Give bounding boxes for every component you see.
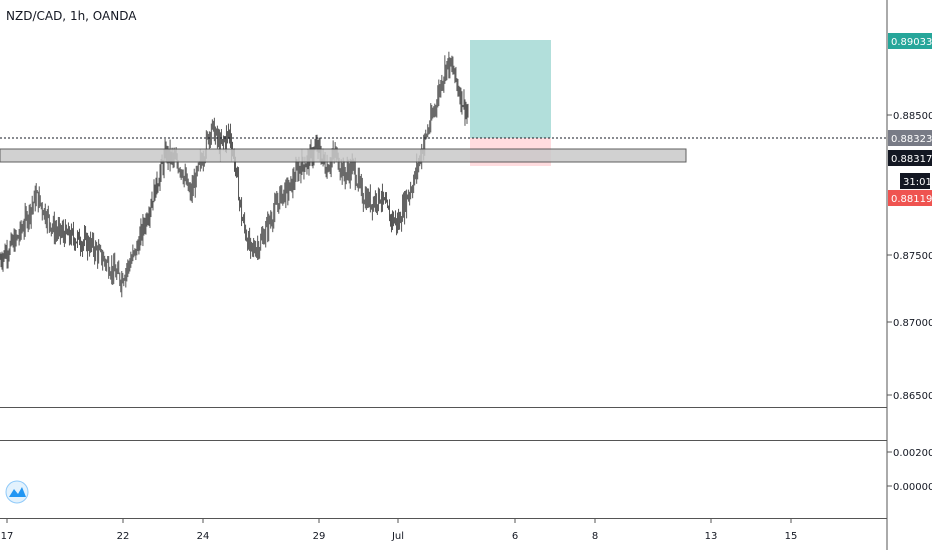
price-tags: 0.89033 0.88323 0.88317 31:01 0.88119 xyxy=(888,33,932,206)
price-tag-target xyxy=(888,33,932,49)
price-tag-label: 0.88323 xyxy=(891,134,932,145)
price-tag-stop xyxy=(888,190,932,206)
time-axis-label: 17 xyxy=(1,531,14,542)
price-axis-label: 0.88500 xyxy=(893,111,932,122)
price-tag-countdown xyxy=(900,173,930,189)
price-axis[interactable]: 0.88500 0.87500 0.87000 0.86500 xyxy=(887,111,932,402)
time-axis-label: 13 xyxy=(705,531,718,542)
candlestick-series xyxy=(0,51,469,298)
time-axis-label: 15 xyxy=(785,531,798,542)
time-axis-label: Jul xyxy=(391,531,404,542)
price-tag-label: 0.88119 xyxy=(891,194,932,205)
indicator-axis-label: 0.00200 xyxy=(893,448,932,459)
time-axis-label: 22 xyxy=(117,531,130,542)
price-tag-label: 0.89033 xyxy=(891,37,932,48)
price-axis-label: 0.87000 xyxy=(893,318,932,329)
price-tag-last xyxy=(888,150,932,166)
time-axis[interactable]: 17 22 24 29 Jul 6 8 13 15 xyxy=(1,518,798,542)
indicator-axis[interactable]: 0.00200 0.00000 xyxy=(887,448,932,493)
price-tag-level xyxy=(888,130,932,146)
price-tag-label: 0.88317 xyxy=(891,154,932,165)
take-profit-zone[interactable] xyxy=(470,40,551,138)
price-axis-label: 0.86500 xyxy=(893,391,932,402)
indicator-axis-label: 0.00000 xyxy=(893,482,932,493)
time-axis-label: 8 xyxy=(592,531,598,542)
time-axis-label: 29 xyxy=(313,531,326,542)
time-axis-label: 24 xyxy=(197,531,210,542)
time-axis-label: 6 xyxy=(512,531,518,542)
support-zone-rectangle[interactable] xyxy=(0,148,687,163)
price-axis-label: 0.87500 xyxy=(893,251,932,262)
chart-title: NZD/CAD, 1h, OANDA xyxy=(6,9,137,23)
tradingview-logo-icon[interactable] xyxy=(5,480,29,504)
price-tag-label: 31:01 xyxy=(903,177,932,188)
